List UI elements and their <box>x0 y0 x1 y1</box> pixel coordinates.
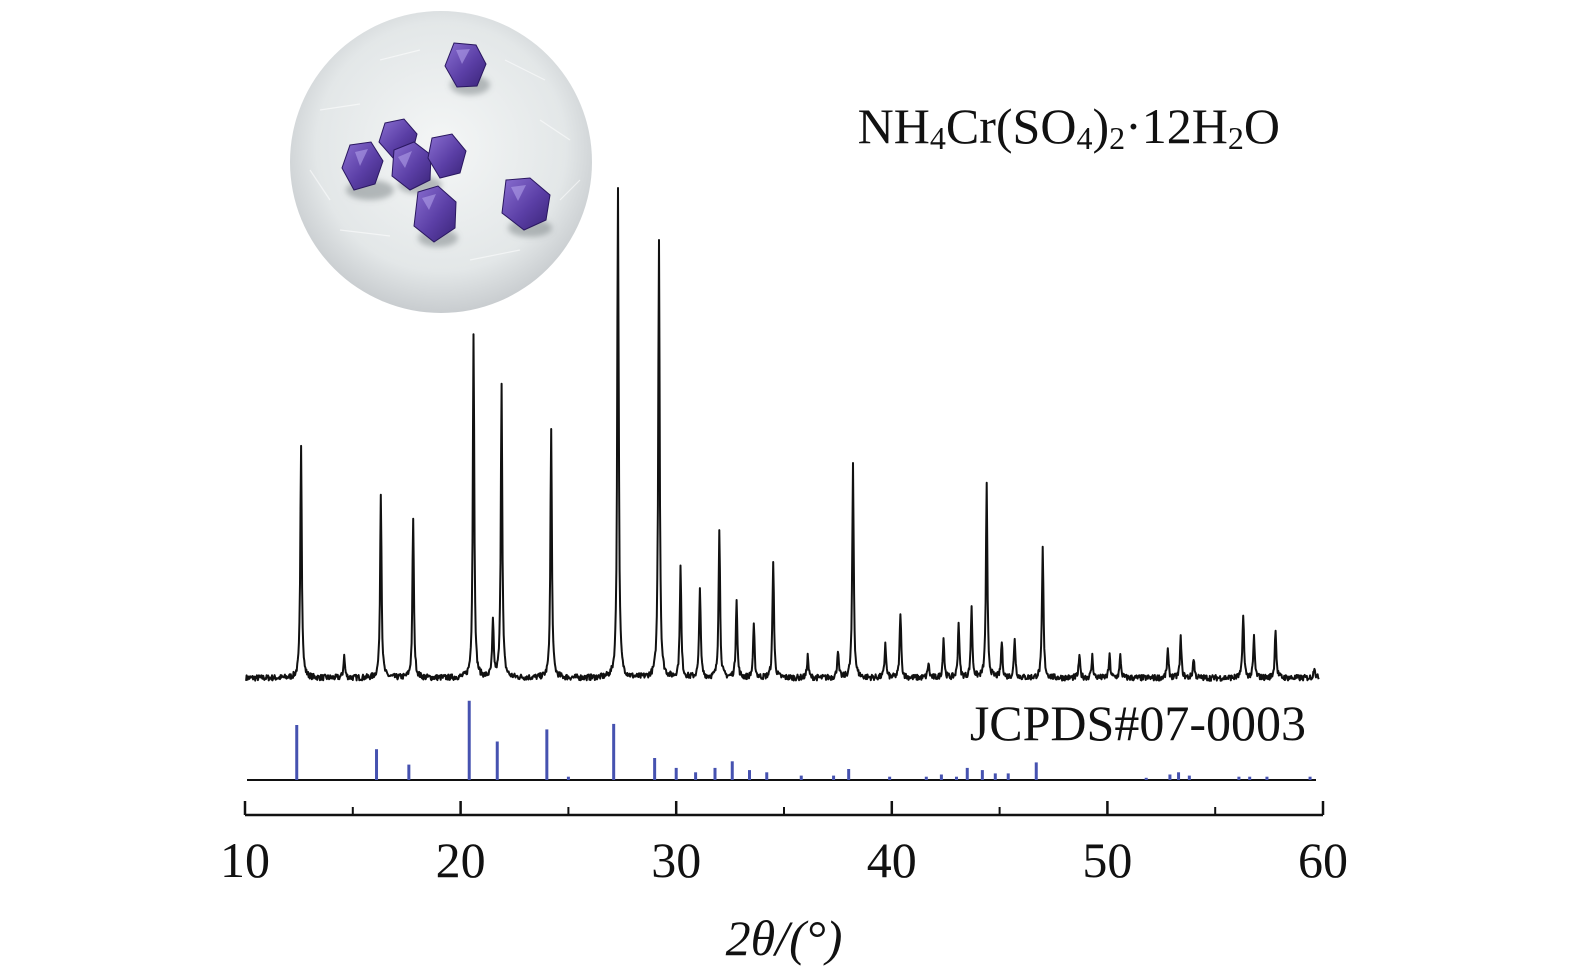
photo-texture <box>309 49 581 261</box>
crystal <box>444 42 487 88</box>
xrd-pattern-line <box>245 187 1320 682</box>
purple-crystals <box>341 42 551 243</box>
series-label-sample: NH4Cr(SO4)2·12H2O <box>858 98 1280 156</box>
x-tick-label: 40 <box>867 832 917 888</box>
reference-sticks <box>295 700 1312 780</box>
x-tick-label: 20 <box>436 832 486 888</box>
crystal-highlights <box>355 49 526 210</box>
crystal <box>341 141 384 191</box>
x-axis-label: 2θ/(°) <box>726 910 843 966</box>
x-tick-label: 30 <box>651 832 701 888</box>
crystal <box>391 141 432 191</box>
x-tick-label: 50 <box>1082 832 1132 888</box>
x-tick-label: 10 <box>220 832 270 888</box>
crystal-photo-inset <box>290 11 592 313</box>
series-label-reference: JCPDS#07-0003 <box>970 695 1306 751</box>
x-axis-ticks: 10 20 30 40 50 60 <box>220 801 1348 888</box>
x-tick-label: 60 <box>1298 832 1348 888</box>
crystal <box>427 133 467 179</box>
